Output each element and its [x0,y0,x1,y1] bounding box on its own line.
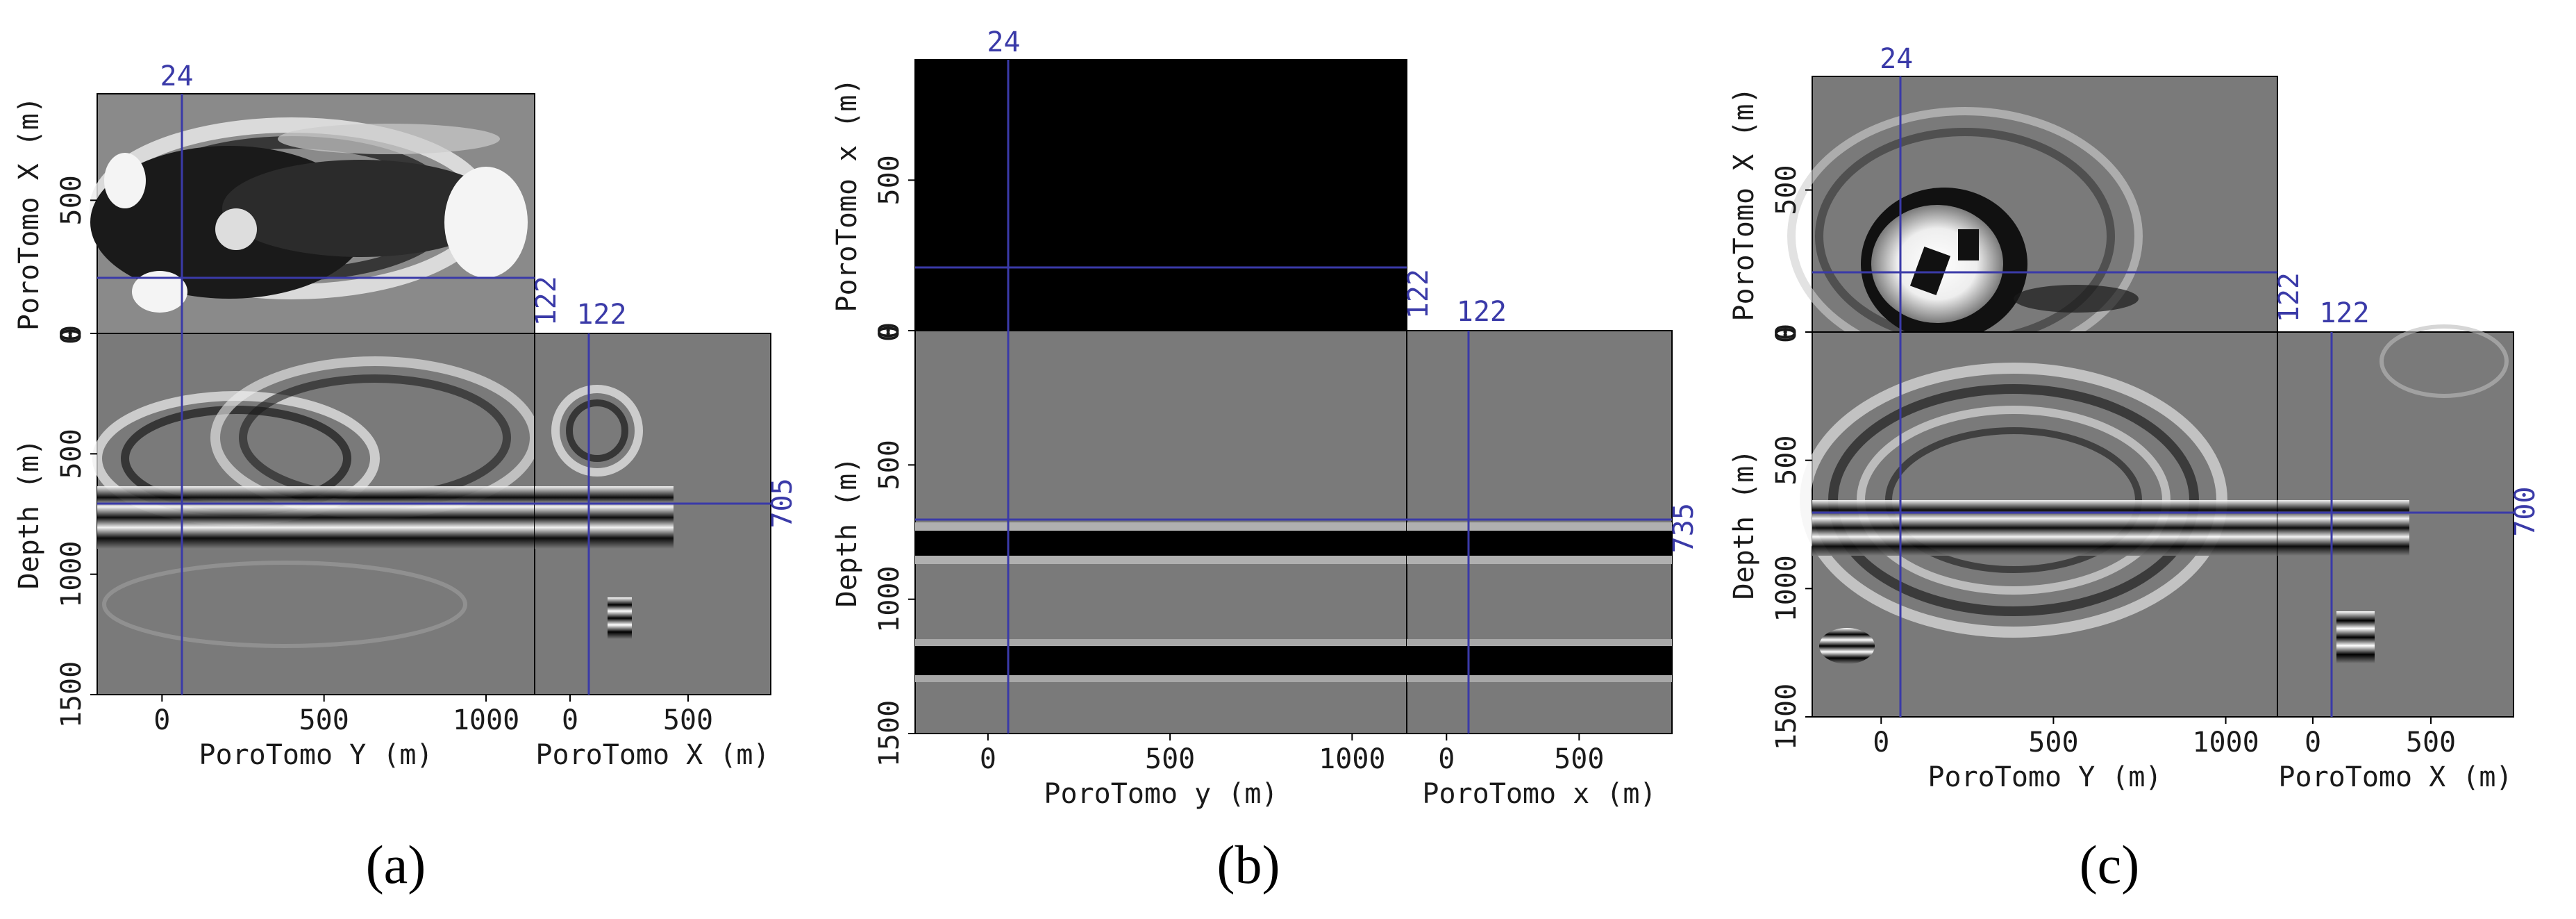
panel-a-cursor-lines [97,94,771,695]
panel-a-depth-tick: 500 [56,429,87,479]
panel-b-front-view [914,330,1407,734]
panel-a-top-ytick: 0 [56,325,87,342]
panel-c-front-xlabel: PoroTomo Y (m) [1927,761,2161,793]
panel-c-depth-tick: 1500 [1771,684,1803,750]
panel-b-front-xlabel: PoroTomo y (m) [1044,778,1278,810]
panel-a [90,93,771,695]
panel-b-cursor-label-depth: 735 [1668,503,1700,553]
panel-c-top-ylabel: PoroTomo X (m) [1728,87,1760,321]
panel-a-front-view [92,333,540,695]
panel-c-front-xtick: 0 [1873,727,1889,759]
panel-c-side-xtick: 500 [2406,727,2456,759]
panel-a-front-xtick: 0 [153,704,170,736]
panel-a-top-view [90,93,535,334]
panel-c-side-view [2277,324,2514,718]
panel-b-top-ytick: 0 [873,322,905,339]
caption-a: (a) [365,834,426,895]
panel-a-cursor-label-x-top: 122 [530,276,562,326]
panel-b-top-ylabel: PoroTomo x (m) [831,78,863,312]
panel-b-depth-ylabel: Depth (m) [831,457,863,608]
panel-a-depth-tick: 1500 [56,661,87,728]
panel-c-cursor-label-x-top: 122 [2273,272,2305,322]
panel-b-cursor-lines [915,60,1672,734]
panel-b-side-xtick: 500 [1554,743,1604,775]
panel-c-side-xtick: 0 [2305,727,2321,759]
chart-labels: 0 500 1000 500 1000 1500 0 500 0 500 0 PoroTomo Y (… [13,26,2541,810]
panel-a-top-ytick: 500 [56,175,87,225]
panel-b-depth-tick: 1000 [873,566,905,633]
panel-b-side-xlabel: PoroTomo x (m) [1422,778,1656,810]
panel-b-top-ytick: 500 [873,155,905,205]
panel-c-depth-ylabel: Depth (m) [1728,449,1760,600]
panel-a-front-xtick: 500 [299,704,349,736]
panel-c-top-ytick: 500 [1771,165,1803,215]
panel-a-front-xlabel: PoroTomo Y (m) [199,739,433,771]
panel-c-cursor-label-x-side: 122 [2319,297,2369,329]
panel-c-depth-tick: 1000 [1771,555,1803,622]
panel-c-front-xtick: 1000 [2192,727,2259,759]
panel-b-corner-tick: 0 [873,325,905,342]
panel-b-side-view [1406,330,1673,734]
panel-c-cursor-label-y: 24 [1880,43,1913,75]
panel-a-side-view [534,333,771,695]
panel-c-depth-tick: 500 [1771,436,1803,486]
panel-c-front-xtick: 500 [2028,727,2078,759]
panel-c-front-view [1800,331,2278,718]
panel-c-cursor-label-depth: 700 [2509,486,2541,536]
panel-b-cursor-label-y: 24 [987,26,1020,58]
panel-a-side-xlabel: PoroTomo X (m) [535,739,769,771]
panel-a-front-xtick: 1000 [453,704,519,736]
panel-b-cursor-label-x-side: 122 [1457,296,1507,328]
panel-c-top-ytick: 0 [1771,324,1803,340]
panel-c-top-view [1787,76,2278,365]
panel-a-cursor-label-x-side: 122 [576,299,626,331]
panel-b-cursor-label-x-top: 122 [1403,269,1435,319]
panel-a-cursor-label-depth: 705 [767,478,798,528]
panel-b-front-xtick: 0 [980,743,996,775]
panel-c-cursor-lines [1812,76,2514,717]
panel-a-side-xtick: 500 [663,704,713,736]
panel-a-depth-tick: 1000 [56,541,87,608]
panel-b [914,59,1673,734]
panel-b-depth-tick: 1500 [873,700,905,767]
panel-a-depth-ylabel: Depth (m) [13,439,45,590]
panel-a-cursor-label-y: 24 [160,60,193,92]
caption-c: (c) [2079,834,2140,895]
panel-a-side-xtick: 0 [562,704,578,736]
panel-b-top-view [914,59,1407,331]
panel-a-corner-tick: 0 [56,328,87,345]
panel-b-front-xtick: 1000 [1319,743,1385,775]
panel-c [1787,76,2514,718]
panel-b-front-xtick: 500 [1145,743,1195,775]
panel-a-top-ylabel: PoroTomo X (m) [13,97,45,331]
caption-b: (b) [1216,834,1280,895]
panel-b-depth-tick: 500 [873,440,905,490]
panel-c-side-xlabel: PoroTomo X (m) [2278,761,2512,793]
panel-c-corner-tick: 0 [1771,326,1803,343]
panel-b-side-xtick: 0 [1438,743,1455,775]
